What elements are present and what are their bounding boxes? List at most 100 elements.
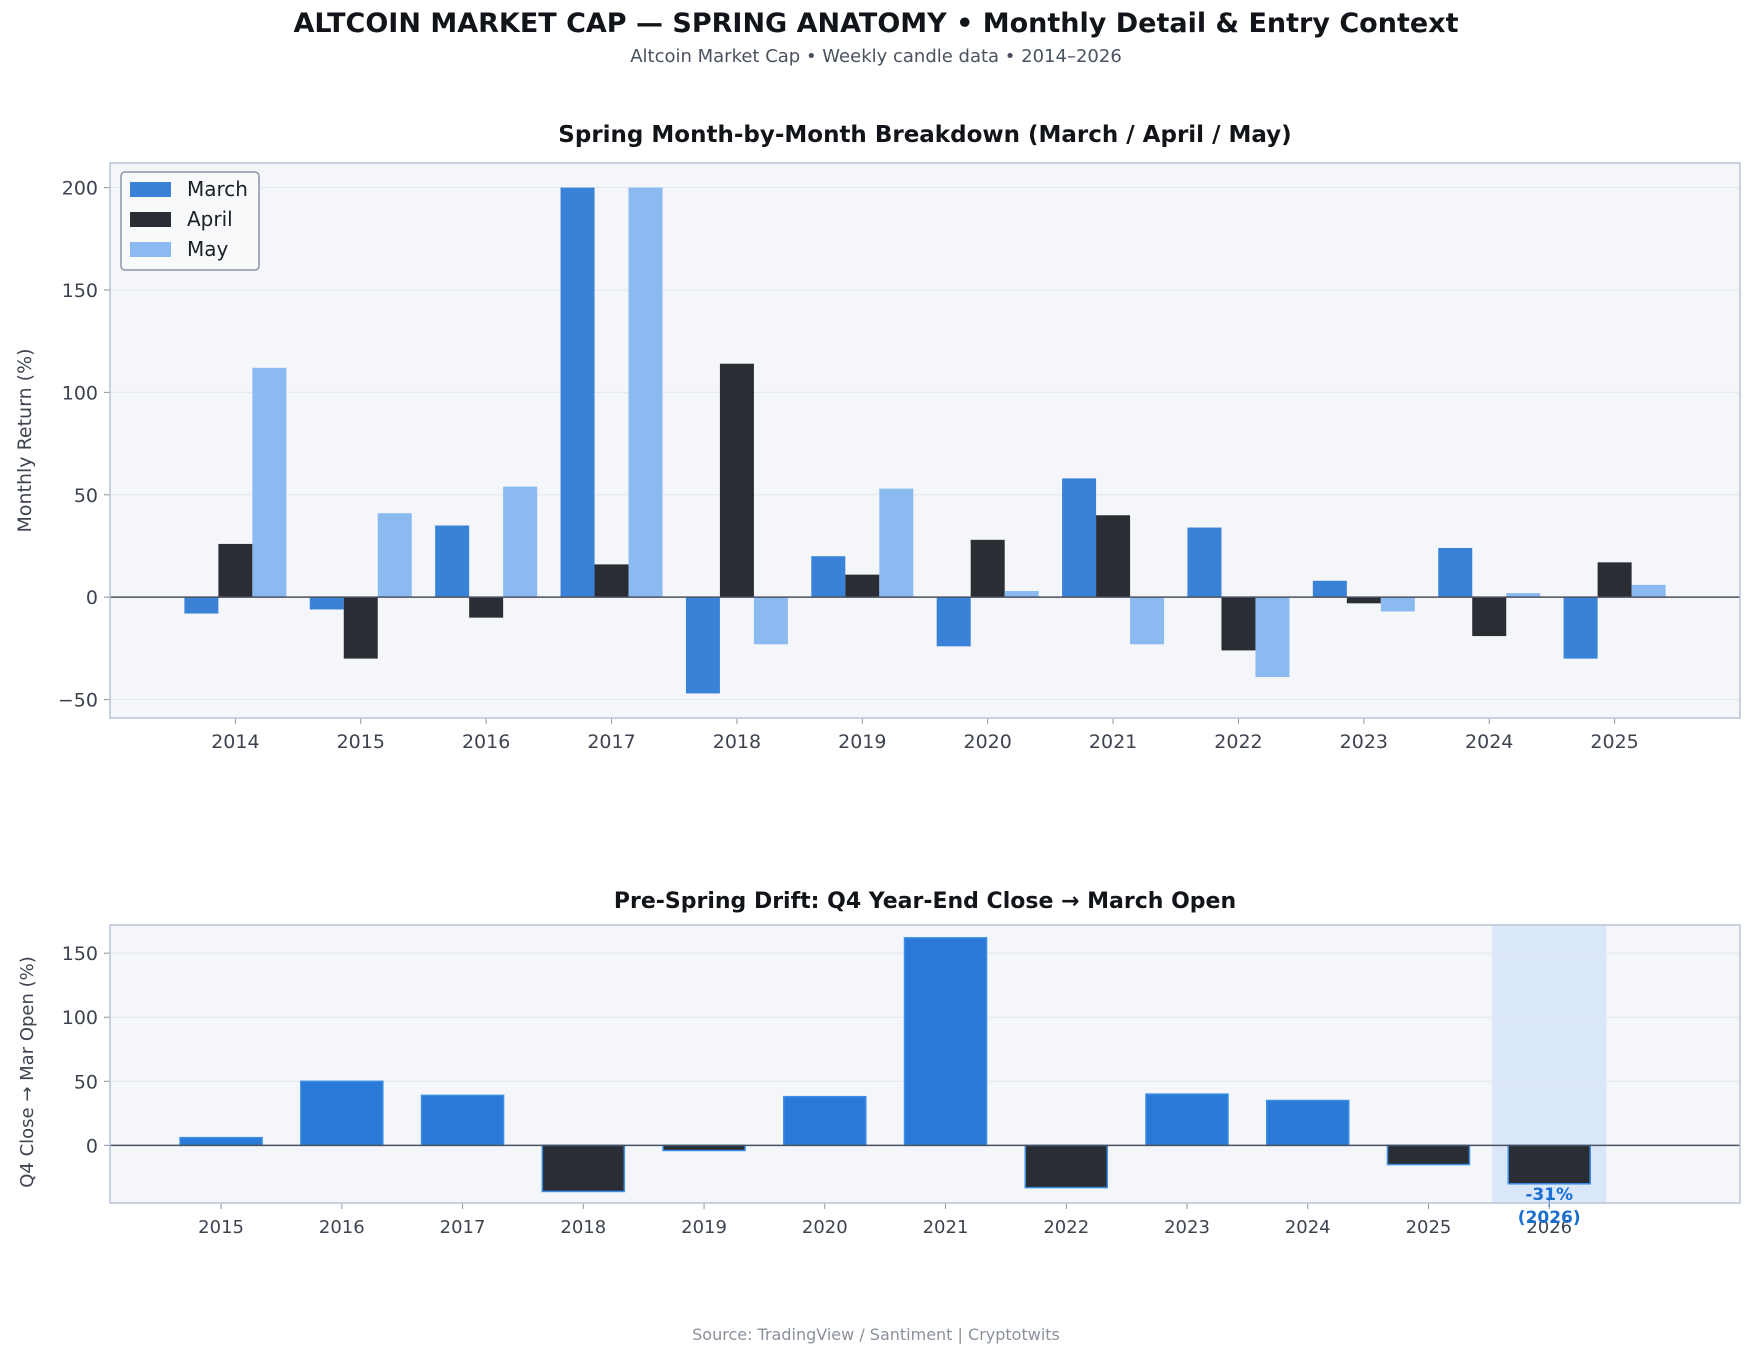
bar-march-2018 — [685, 597, 720, 694]
bar-may-2024 — [1506, 593, 1541, 598]
bar-april-2024 — [1472, 597, 1507, 637]
spring-breakdown-chart: −50 0 50 100 150 200 2014 2015 2016 2017 2018 2019 2… — [14, 122, 1741, 753]
y-tick-label: 50 — [74, 1071, 98, 1093]
legend: March April May — [120, 171, 260, 271]
x-tick-label: 2022 — [1043, 1217, 1089, 1238]
source-note: Source: TradingView / Santiment | Crypto… — [692, 1325, 1060, 1344]
bar-april-2019 — [845, 574, 880, 598]
x-tick-label: 2021 — [923, 1217, 969, 1238]
bar-may-2022 — [1255, 597, 1290, 678]
bar-march-2014 — [184, 597, 219, 614]
x-tick-label: 2021 — [1089, 731, 1137, 753]
bar-march-2020 — [936, 597, 971, 647]
bar-drift-2024 — [1265, 1099, 1350, 1147]
bar-april-2014 — [218, 543, 253, 598]
bar-may-2025 — [1631, 584, 1666, 598]
x-tick-label: 2015 — [337, 731, 385, 753]
plot-frame — [109, 162, 1741, 719]
x-tick-label: 2020 — [802, 1217, 848, 1238]
y-tick-label: 0 — [86, 1135, 98, 1157]
bar-april-2025 — [1597, 562, 1632, 598]
bar-march-2021 — [1062, 478, 1097, 598]
y-tick-label: 150 — [62, 280, 98, 302]
y-axis-label: Q4 Close → Mar Open (%) — [17, 956, 38, 1188]
bar-march-2025 — [1563, 597, 1598, 659]
bar-april-2016 — [469, 597, 504, 618]
bar-march-2015 — [309, 597, 344, 610]
y-tick-label: 150 — [62, 943, 98, 965]
legend-swatch-march — [130, 182, 171, 197]
bar-march-2022 — [1187, 527, 1222, 598]
annotation-year: (2026) — [1518, 1208, 1581, 1228]
x-tick-label: 2015 — [198, 1217, 244, 1238]
bar-april-2018 — [719, 363, 754, 598]
figure-subtitle: Altcoin Market Cap • Weekly candle data … — [630, 46, 1122, 67]
bar-may-2019 — [879, 488, 914, 598]
bar-drift-2016 — [300, 1080, 384, 1147]
pre-spring-drift-chart: 0 50 100 150 2015 2016 2017 2018 2019 2020 2021 202… — [17, 889, 1741, 1238]
x-tick-label: 2016 — [319, 1217, 365, 1238]
bar-april-2022 — [1221, 597, 1256, 651]
bar-drift-2019 — [662, 1144, 746, 1152]
bar-drift-2017 — [420, 1094, 505, 1147]
bar-march-2024 — [1438, 548, 1473, 598]
y-axis-label: Monthly Return (%) — [14, 348, 36, 532]
bar-april-2023 — [1346, 597, 1381, 604]
x-tick-label: 2023 — [1340, 731, 1388, 753]
y-tick-label: 50 — [74, 485, 98, 507]
bar-may-2017 — [628, 187, 663, 598]
x-tick-label: 2017 — [440, 1217, 486, 1238]
chart-title: Spring Month-by-Month Breakdown (March /… — [558, 122, 1291, 148]
y-tick-label: 0 — [86, 587, 98, 609]
bar-drift-2025 — [1386, 1144, 1471, 1166]
legend-label-may: May — [187, 237, 229, 261]
x-tick-label: 2025 — [1406, 1217, 1452, 1238]
bar-drift-2021 — [903, 937, 988, 1147]
x-tick-label: 2026 — [1526, 1217, 1572, 1238]
x-tick-label: 2017 — [587, 731, 635, 753]
bar-drift-2015 — [179, 1136, 263, 1147]
legend-swatch-april — [130, 212, 171, 227]
legend-label-april: April — [187, 207, 233, 231]
bar-march-2016 — [435, 525, 470, 598]
bar-may-2014 — [252, 367, 287, 598]
x-tick-label: 2024 — [1285, 1217, 1331, 1238]
bar-drift-2022 — [1024, 1144, 1109, 1189]
bar-may-2020 — [1004, 591, 1039, 598]
y-tick-label: 100 — [62, 1007, 98, 1029]
x-tick-label: 2019 — [838, 731, 886, 753]
y-tick-label: 200 — [62, 178, 98, 200]
figure-title: ALTCOIN MARKET CAP — SPRING ANATOMY • Mo… — [293, 8, 1459, 39]
x-tick-label: 2023 — [1164, 1217, 1210, 1238]
bar-april-2017 — [594, 564, 629, 598]
bar-drift-2023 — [1145, 1093, 1229, 1147]
legend-swatch-may — [130, 242, 171, 257]
y-tick-label: −50 — [58, 690, 98, 712]
bar-march-2023 — [1312, 580, 1347, 598]
x-tick-label: 2022 — [1214, 731, 1262, 753]
bar-april-2015 — [343, 597, 378, 659]
x-tick-label: 2020 — [964, 731, 1012, 753]
x-tick-label: 2018 — [713, 731, 761, 753]
bar-may-2021 — [1130, 597, 1165, 645]
bar-april-2021 — [1096, 515, 1131, 598]
bar-may-2023 — [1380, 597, 1415, 612]
plot-area — [110, 163, 1740, 718]
y-tick-label: 100 — [62, 382, 98, 404]
bar-march-2019 — [811, 556, 846, 598]
x-tick-label: 2018 — [560, 1217, 606, 1238]
chart-title: Pre-Spring Drift: Q4 Year-End Close → Ma… — [614, 889, 1236, 914]
plot-frame — [109, 924, 1741, 1204]
bar-may-2018 — [753, 597, 788, 645]
x-tick-label: 2025 — [1590, 731, 1638, 753]
bar-may-2016 — [503, 486, 538, 598]
bar-drift-2026 — [1507, 1144, 1591, 1185]
bar-april-2020 — [970, 539, 1005, 598]
bar-may-2015 — [377, 513, 412, 598]
bar-drift-2018 — [541, 1144, 626, 1193]
x-tick-label: 2024 — [1465, 731, 1513, 753]
x-tick-label: 2014 — [211, 731, 259, 753]
bar-march-2017 — [560, 187, 595, 598]
bar-drift-2020 — [783, 1095, 867, 1147]
